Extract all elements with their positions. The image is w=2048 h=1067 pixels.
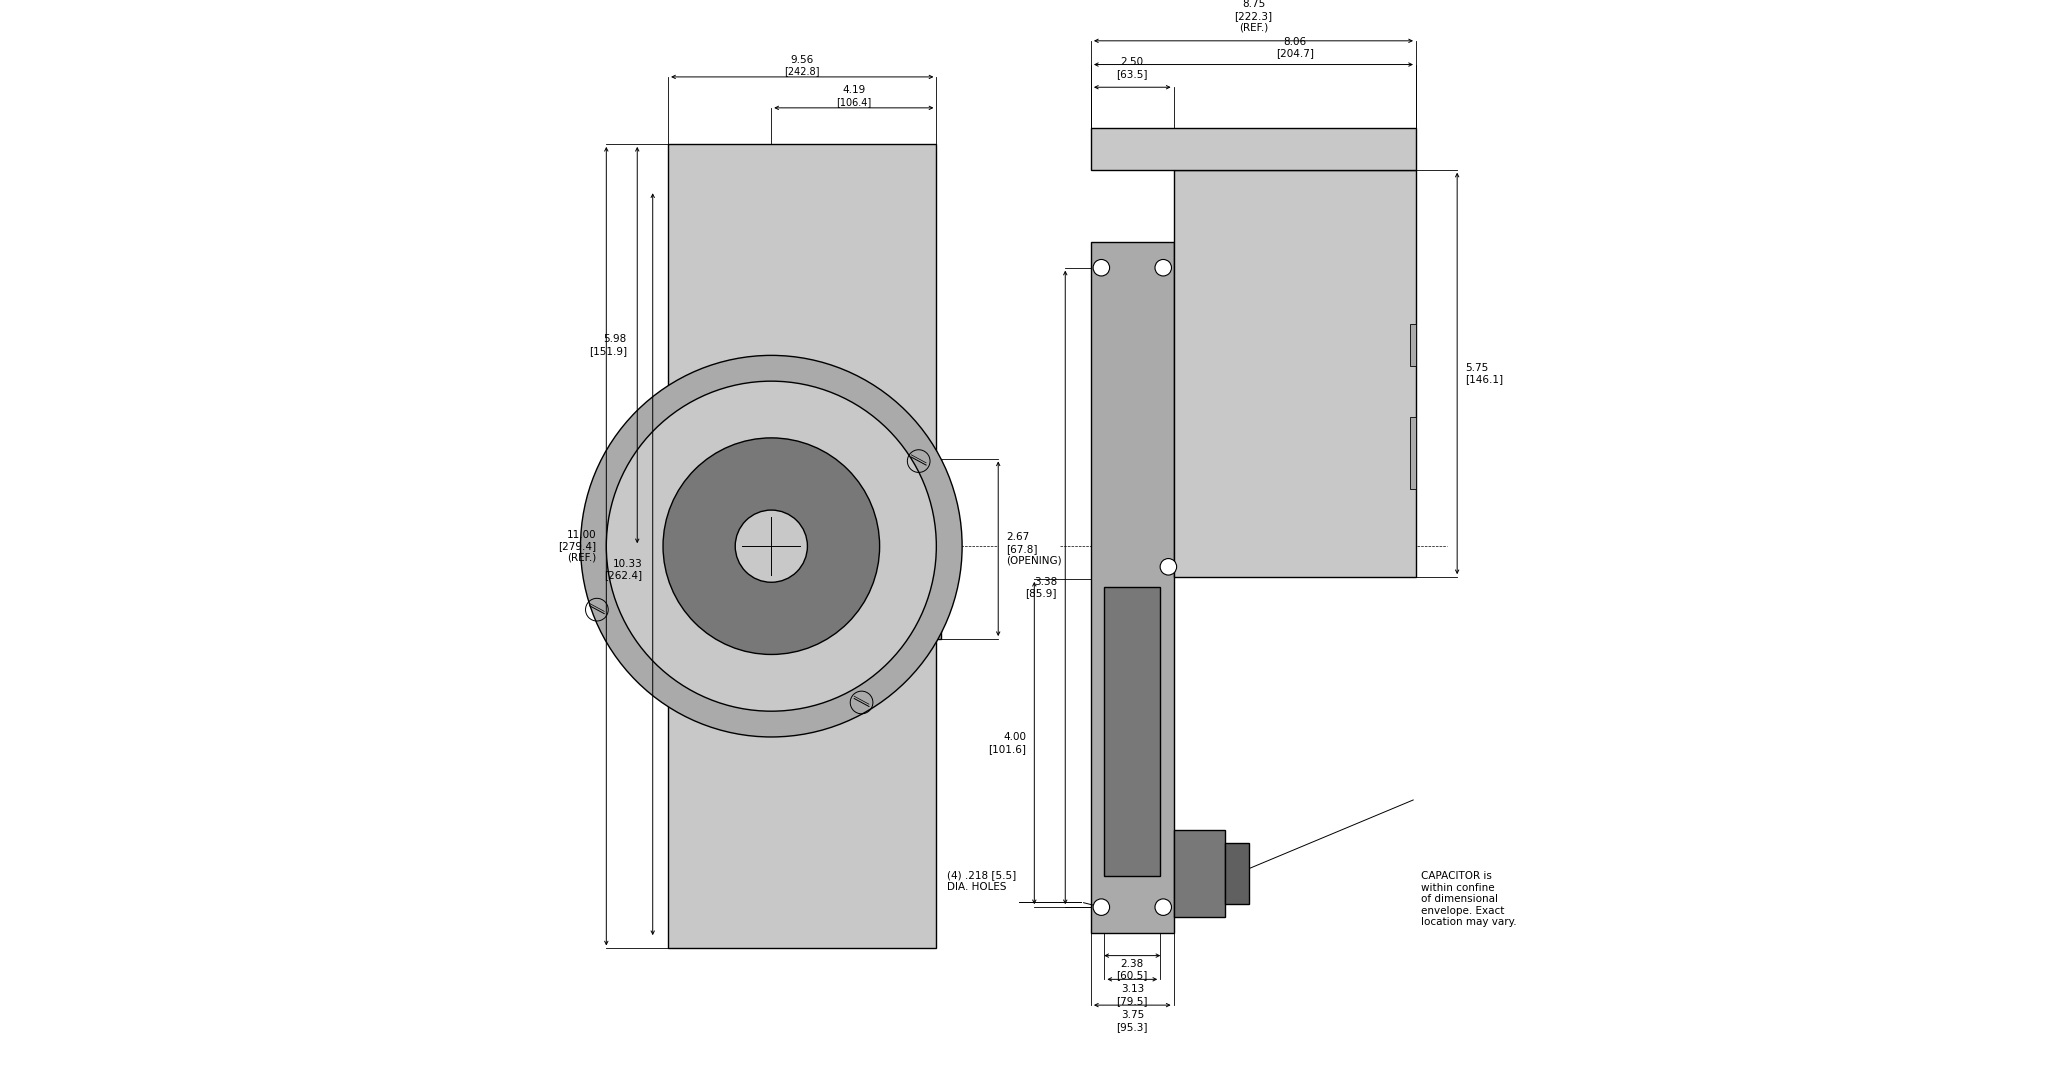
Text: 10.33
[262.4]: 10.33 [262.4] (604, 559, 643, 580)
Circle shape (580, 355, 963, 737)
Bar (1174, 170, 1415, 577)
Text: 3.13
[79.5]: 3.13 [79.5] (1116, 985, 1149, 1006)
Circle shape (1155, 259, 1171, 276)
Text: [242.8]: [242.8] (784, 66, 819, 76)
Bar (1409, 324, 1415, 366)
Text: 9.56: 9.56 (791, 54, 813, 64)
Text: 5.98
[151.9]: 5.98 [151.9] (590, 334, 627, 356)
Circle shape (1155, 898, 1171, 915)
Text: CAPACITOR is
within confine
of dimensional
envelope. Exact
location may vary.: CAPACITOR is within confine of dimension… (1421, 871, 1518, 927)
Text: 2.50
[63.5]: 2.50 [63.5] (1116, 58, 1149, 79)
Circle shape (1094, 259, 1110, 276)
Text: 11.00
[279.4]
(REF.): 11.00 [279.4] (REF.) (557, 529, 596, 562)
Circle shape (1094, 898, 1110, 915)
Text: 2.67
[67.8]
(OPENING): 2.67 [67.8] (OPENING) (1006, 532, 1063, 566)
Bar (1225, 843, 1249, 904)
Circle shape (606, 381, 936, 712)
Text: 3.38
[85.9]: 3.38 [85.9] (1026, 576, 1057, 599)
Text: 4.00
[101.6]: 4.00 [101.6] (987, 732, 1026, 753)
Text: 3.75
[95.3]: 3.75 [95.3] (1116, 1010, 1149, 1032)
Bar (1104, 588, 1159, 876)
Text: 8.06
[204.7]: 8.06 [204.7] (1276, 36, 1313, 59)
Bar (668, 144, 936, 949)
Bar (1174, 830, 1225, 918)
Text: 2.38
[60.5]: 2.38 [60.5] (1116, 959, 1149, 981)
Text: [106.4]: [106.4] (836, 97, 872, 107)
Circle shape (664, 437, 879, 654)
Bar (899, 459, 942, 639)
Circle shape (735, 510, 807, 583)
Bar (1092, 242, 1174, 933)
Text: 8.75
[222.3]
(REF.): 8.75 [222.3] (REF.) (1235, 0, 1272, 33)
Circle shape (1159, 558, 1178, 575)
Bar (1092, 128, 1415, 170)
Text: 4.19: 4.19 (842, 85, 866, 95)
Bar (1409, 417, 1415, 490)
Text: (4) .218 [5.5]
DIA. HOLES: (4) .218 [5.5] DIA. HOLES (946, 871, 1016, 892)
Text: 5.75
[146.1]: 5.75 [146.1] (1466, 363, 1503, 384)
